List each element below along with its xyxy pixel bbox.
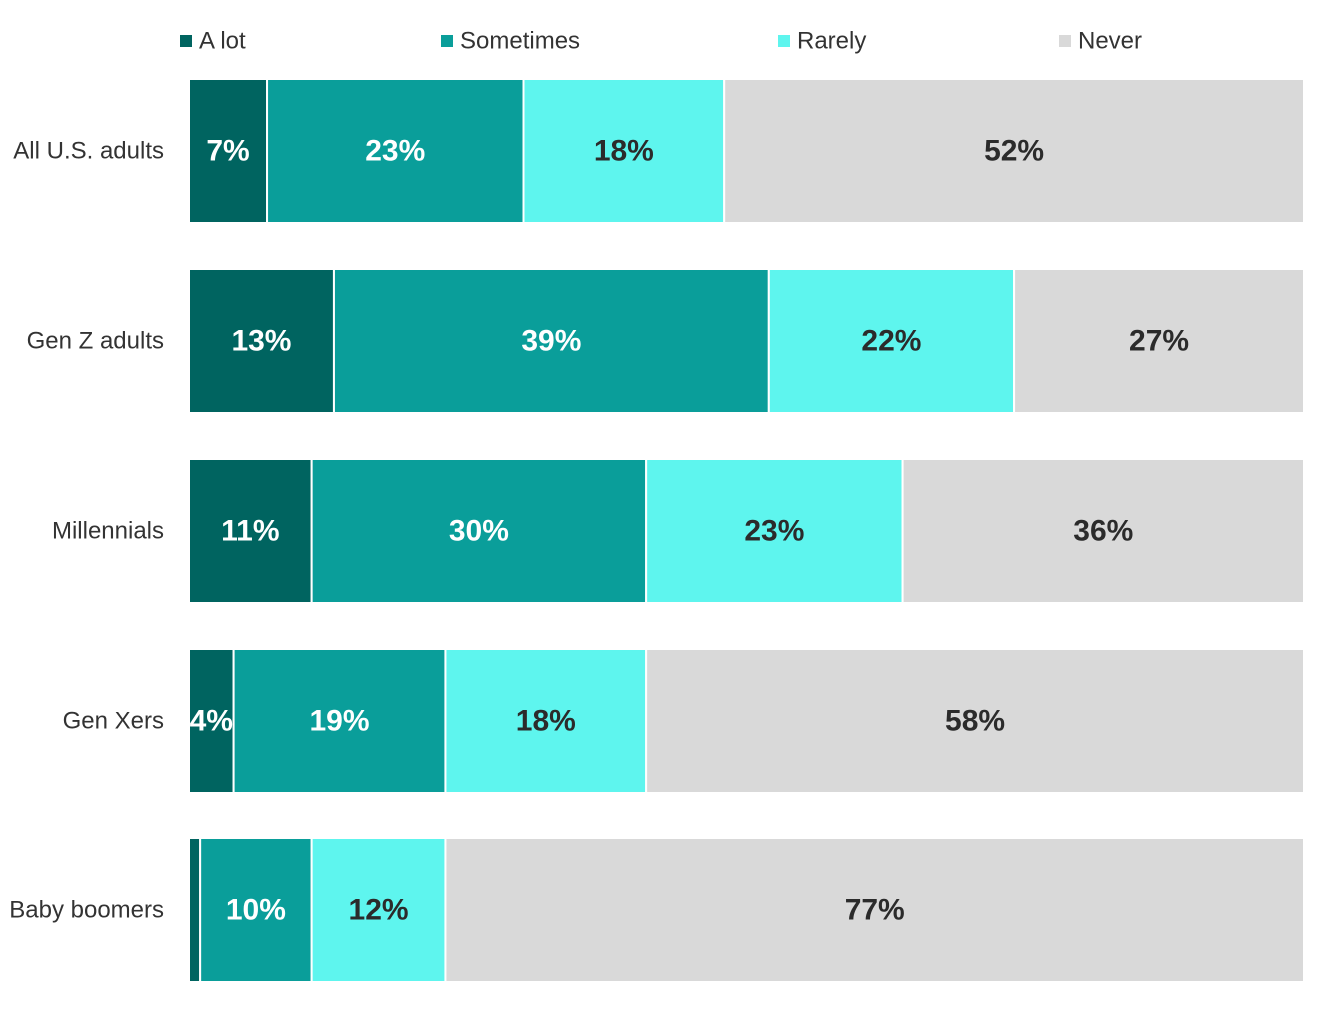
value-label-baby-boomers-rarely: 12%: [349, 894, 409, 927]
value-label-gen-z-adults-sometimes: 39%: [521, 325, 581, 358]
category-label-all-u-s-adults: All U.S. adults: [13, 138, 164, 165]
value-label-all-u-s-adults-a-lot: 7%: [206, 135, 249, 168]
value-label-gen-xers-sometimes: 19%: [310, 705, 370, 738]
bars: 7% 23% 18% 52% 13% 39% 22% 27% 11% 30% 23% 36% 4% 19%…: [188, 78, 1305, 983]
value-label-gen-z-adults-never: 27%: [1129, 325, 1189, 358]
legend-label-never: Never: [1078, 28, 1142, 55]
bar-all-u-s-adults-a-lot: [188, 78, 269, 224]
legend-swatch-sometimes: [441, 35, 453, 47]
bar-all-u-s-adults-never: [723, 78, 1305, 224]
bar-millennials-a-lot: [188, 458, 313, 604]
value-label-millennials-sometimes: 30%: [449, 515, 509, 548]
category-labels: All U.S. adults Gen Z adults Millennials Ge…: [9, 138, 164, 924]
category-label-gen-z-adults: Gen Z adults: [27, 328, 164, 355]
bar-gen-z-adults-rarely: [767, 268, 1016, 414]
value-label-gen-z-adults-rarely: 22%: [861, 325, 921, 358]
value-label-baby-boomers-sometimes: 10%: [226, 894, 286, 927]
bar-gen-xers-sometimes: [232, 648, 447, 794]
bar-gen-z-adults-never: [1013, 268, 1305, 414]
bar-millennials-never: [901, 458, 1305, 604]
value-label-millennials-never: 36%: [1073, 515, 1133, 548]
bar-gen-z-adults-sometimes: [332, 268, 770, 414]
value-label-gen-xers-never: 58%: [945, 705, 1005, 738]
value-label-gen-z-adults-a-lot: 13%: [231, 325, 291, 358]
bar-gen-z-adults-a-lot: [188, 268, 335, 414]
category-label-gen-xers: Gen Xers: [63, 708, 164, 735]
value-label-all-u-s-adults-sometimes: 23%: [365, 135, 425, 168]
legend: A lot Sometimes Rarely Never: [180, 28, 1142, 55]
legend-label-sometimes: Sometimes: [460, 28, 580, 55]
bar-gen-xers-a-lot: [188, 648, 235, 794]
category-label-baby-boomers: Baby boomers: [9, 897, 164, 924]
value-label-all-u-s-adults-rarely: 18%: [594, 135, 654, 168]
bar-baby-boomers-a-lot: [188, 837, 202, 983]
legend-label-a-lot: A lot: [199, 28, 246, 55]
bar-baby-boomers-never: [444, 837, 1305, 983]
value-label-millennials-a-lot: 11%: [221, 515, 279, 548]
legend-swatch-a-lot: [180, 35, 192, 47]
legend-swatch-never: [1059, 35, 1071, 47]
bar-all-u-s-adults-rarely: [522, 78, 726, 224]
legend-swatch-rarely: [778, 35, 790, 47]
bar-gen-xers-never: [645, 648, 1305, 794]
value-label-millennials-rarely: 23%: [744, 515, 804, 548]
bar-millennials-sometimes: [310, 458, 648, 604]
value-label-gen-xers-rarely: 18%: [516, 705, 576, 738]
value-label-baby-boomers-never: 77%: [845, 894, 905, 927]
value-label-gen-xers-a-lot: 4%: [190, 705, 233, 738]
legend-label-rarely: Rarely: [797, 28, 866, 55]
category-label-millennials: Millennials: [52, 518, 164, 545]
bar-baby-boomers-sometimes: [199, 837, 313, 983]
bar-all-u-s-adults-sometimes: [266, 78, 525, 224]
bar-baby-boomers-rarely: [310, 837, 447, 983]
value-label-all-u-s-adults-never: 52%: [984, 135, 1044, 168]
